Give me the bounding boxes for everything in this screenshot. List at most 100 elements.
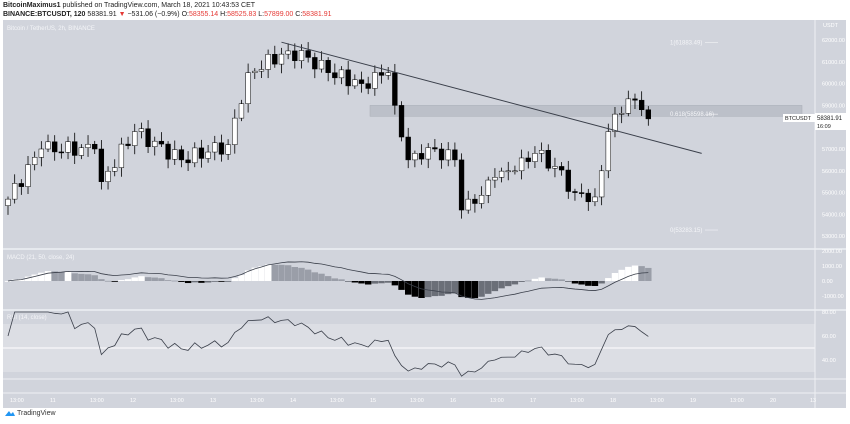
macd-tick: -1000.00 xyxy=(822,294,844,300)
candle-down xyxy=(645,109,651,120)
currency-label: USDT xyxy=(823,23,839,29)
price-tag xyxy=(815,113,846,130)
macd-histogram-bar xyxy=(118,280,125,281)
symbol-tag-text: BTCUSDT xyxy=(785,116,812,122)
macd-histogram-bar xyxy=(598,281,605,284)
candle-down xyxy=(432,147,438,150)
time-tick: 19 xyxy=(690,398,696,404)
time-tick: 13 xyxy=(210,398,216,404)
candle-down xyxy=(218,142,225,155)
candle-up xyxy=(498,170,505,178)
candle-down xyxy=(52,141,58,153)
macd-histogram-bar xyxy=(358,281,365,284)
candle-down xyxy=(438,148,445,161)
time-axis[interactable]: 13:00 11 13:00 12 13:00 13 13:00 14 13:00 15 13:00… xyxy=(10,398,816,404)
macd-histogram-bar xyxy=(251,267,258,281)
time-tick: 13:00 xyxy=(330,398,344,404)
candle-down xyxy=(365,83,371,89)
macd-histogram-bar xyxy=(371,281,379,284)
rsi-axis: 80.00 60.00 40.00 xyxy=(822,310,836,364)
candle-up xyxy=(478,195,485,204)
candle-up xyxy=(225,144,231,155)
candle-up xyxy=(338,69,345,79)
candle-up xyxy=(505,170,511,173)
time-tick: 13:00 xyxy=(650,398,664,404)
candle-down xyxy=(472,198,478,204)
candle-down xyxy=(578,192,585,194)
candle-up xyxy=(118,143,125,168)
candle-down xyxy=(392,72,398,106)
resistance-zone[interactable] xyxy=(369,105,803,117)
macd-histogram-bar xyxy=(311,272,319,281)
candle-down xyxy=(145,128,151,147)
macd-histogram-bar xyxy=(284,265,292,281)
macd-histogram-bar xyxy=(51,271,58,281)
candle-down xyxy=(272,54,278,65)
price-axis[interactable]: 62000.00 61000.00 60000.00 59000.00 57000.00… xyxy=(822,38,845,240)
candle-down xyxy=(92,143,98,150)
author[interactable]: BitcoinMaximus1 xyxy=(3,2,61,9)
candle-up xyxy=(552,166,558,169)
tradingview-logo[interactable]: TradingView xyxy=(4,410,56,417)
price-tick: 61000.00 xyxy=(822,60,845,66)
candle-up xyxy=(232,117,238,145)
close-value: 58381.91 xyxy=(302,11,332,18)
candle-down xyxy=(178,149,185,161)
publish-info: published on TradingView.com, March 18, … xyxy=(62,2,256,9)
candle-down xyxy=(98,148,105,182)
resistance-zone-rect xyxy=(369,105,803,117)
price-tick: 57000.00 xyxy=(822,147,845,153)
macd-histogram-bar xyxy=(244,270,252,281)
macd-histogram-bar xyxy=(218,281,225,282)
candle-down xyxy=(165,143,171,160)
macd-histogram-bar xyxy=(491,281,499,292)
macd-histogram-bar xyxy=(318,273,325,281)
brand-name: TradingView xyxy=(17,410,56,417)
macd-histogram-bar xyxy=(31,274,38,281)
macd-histogram-bar xyxy=(591,281,599,286)
change: −531.06 (−0.9%) xyxy=(127,11,180,18)
candle-down xyxy=(565,169,571,192)
macd-histogram-bar xyxy=(238,275,245,281)
macd-histogram-bar xyxy=(458,281,465,298)
time-tick: 13:00 xyxy=(170,398,184,404)
macd-histogram-bar xyxy=(471,281,479,299)
macd-histogram-bar xyxy=(585,281,592,286)
macd-histogram-bar xyxy=(104,280,112,282)
macd-histogram-bar xyxy=(178,281,185,282)
macd-histogram-bar xyxy=(78,273,85,281)
fib-label: 0(53283.15) xyxy=(670,228,702,234)
descending-trendline[interactable] xyxy=(281,41,702,154)
macd-histogram-bar xyxy=(431,281,439,297)
macd-histogram-bar xyxy=(204,281,212,283)
macd-histogram-bar xyxy=(378,281,385,284)
last-price-label: BTCUSDT 58381.91 16:09 xyxy=(783,113,846,130)
macd-histogram-bar xyxy=(304,269,312,281)
symbol: BINANCE:BTCUSDT, 120 xyxy=(3,11,86,18)
candle-up xyxy=(205,151,211,159)
macd-histogram-bar xyxy=(91,275,98,281)
candle-up xyxy=(172,149,178,160)
open-label: O: xyxy=(181,11,189,18)
candle-up xyxy=(278,53,285,65)
macd-histogram-bar xyxy=(545,278,552,281)
candle-up xyxy=(138,128,145,132)
time-tick: 17 xyxy=(530,398,536,404)
macd-histogram-bar xyxy=(498,281,505,289)
time-tick: 13 xyxy=(810,398,816,404)
macd-histogram-bar xyxy=(438,281,445,296)
price-tick: 62000.00 xyxy=(822,38,845,44)
macd-histogram-bar xyxy=(138,276,145,281)
macd-histogram-bar xyxy=(505,281,512,287)
macd-histogram-bar xyxy=(445,281,452,295)
fib-levels[interactable]: 1(61883.49) 0.618(58598.16) 0(53283.15) xyxy=(670,41,718,234)
candle-down xyxy=(18,183,24,187)
candle-up xyxy=(192,147,198,164)
time-tick: 13:00 xyxy=(250,398,264,404)
candle-up xyxy=(105,170,111,182)
macd-histogram-bar xyxy=(391,281,399,286)
candle-up xyxy=(238,103,245,119)
candle-up xyxy=(132,131,138,146)
candle-up xyxy=(532,153,538,162)
